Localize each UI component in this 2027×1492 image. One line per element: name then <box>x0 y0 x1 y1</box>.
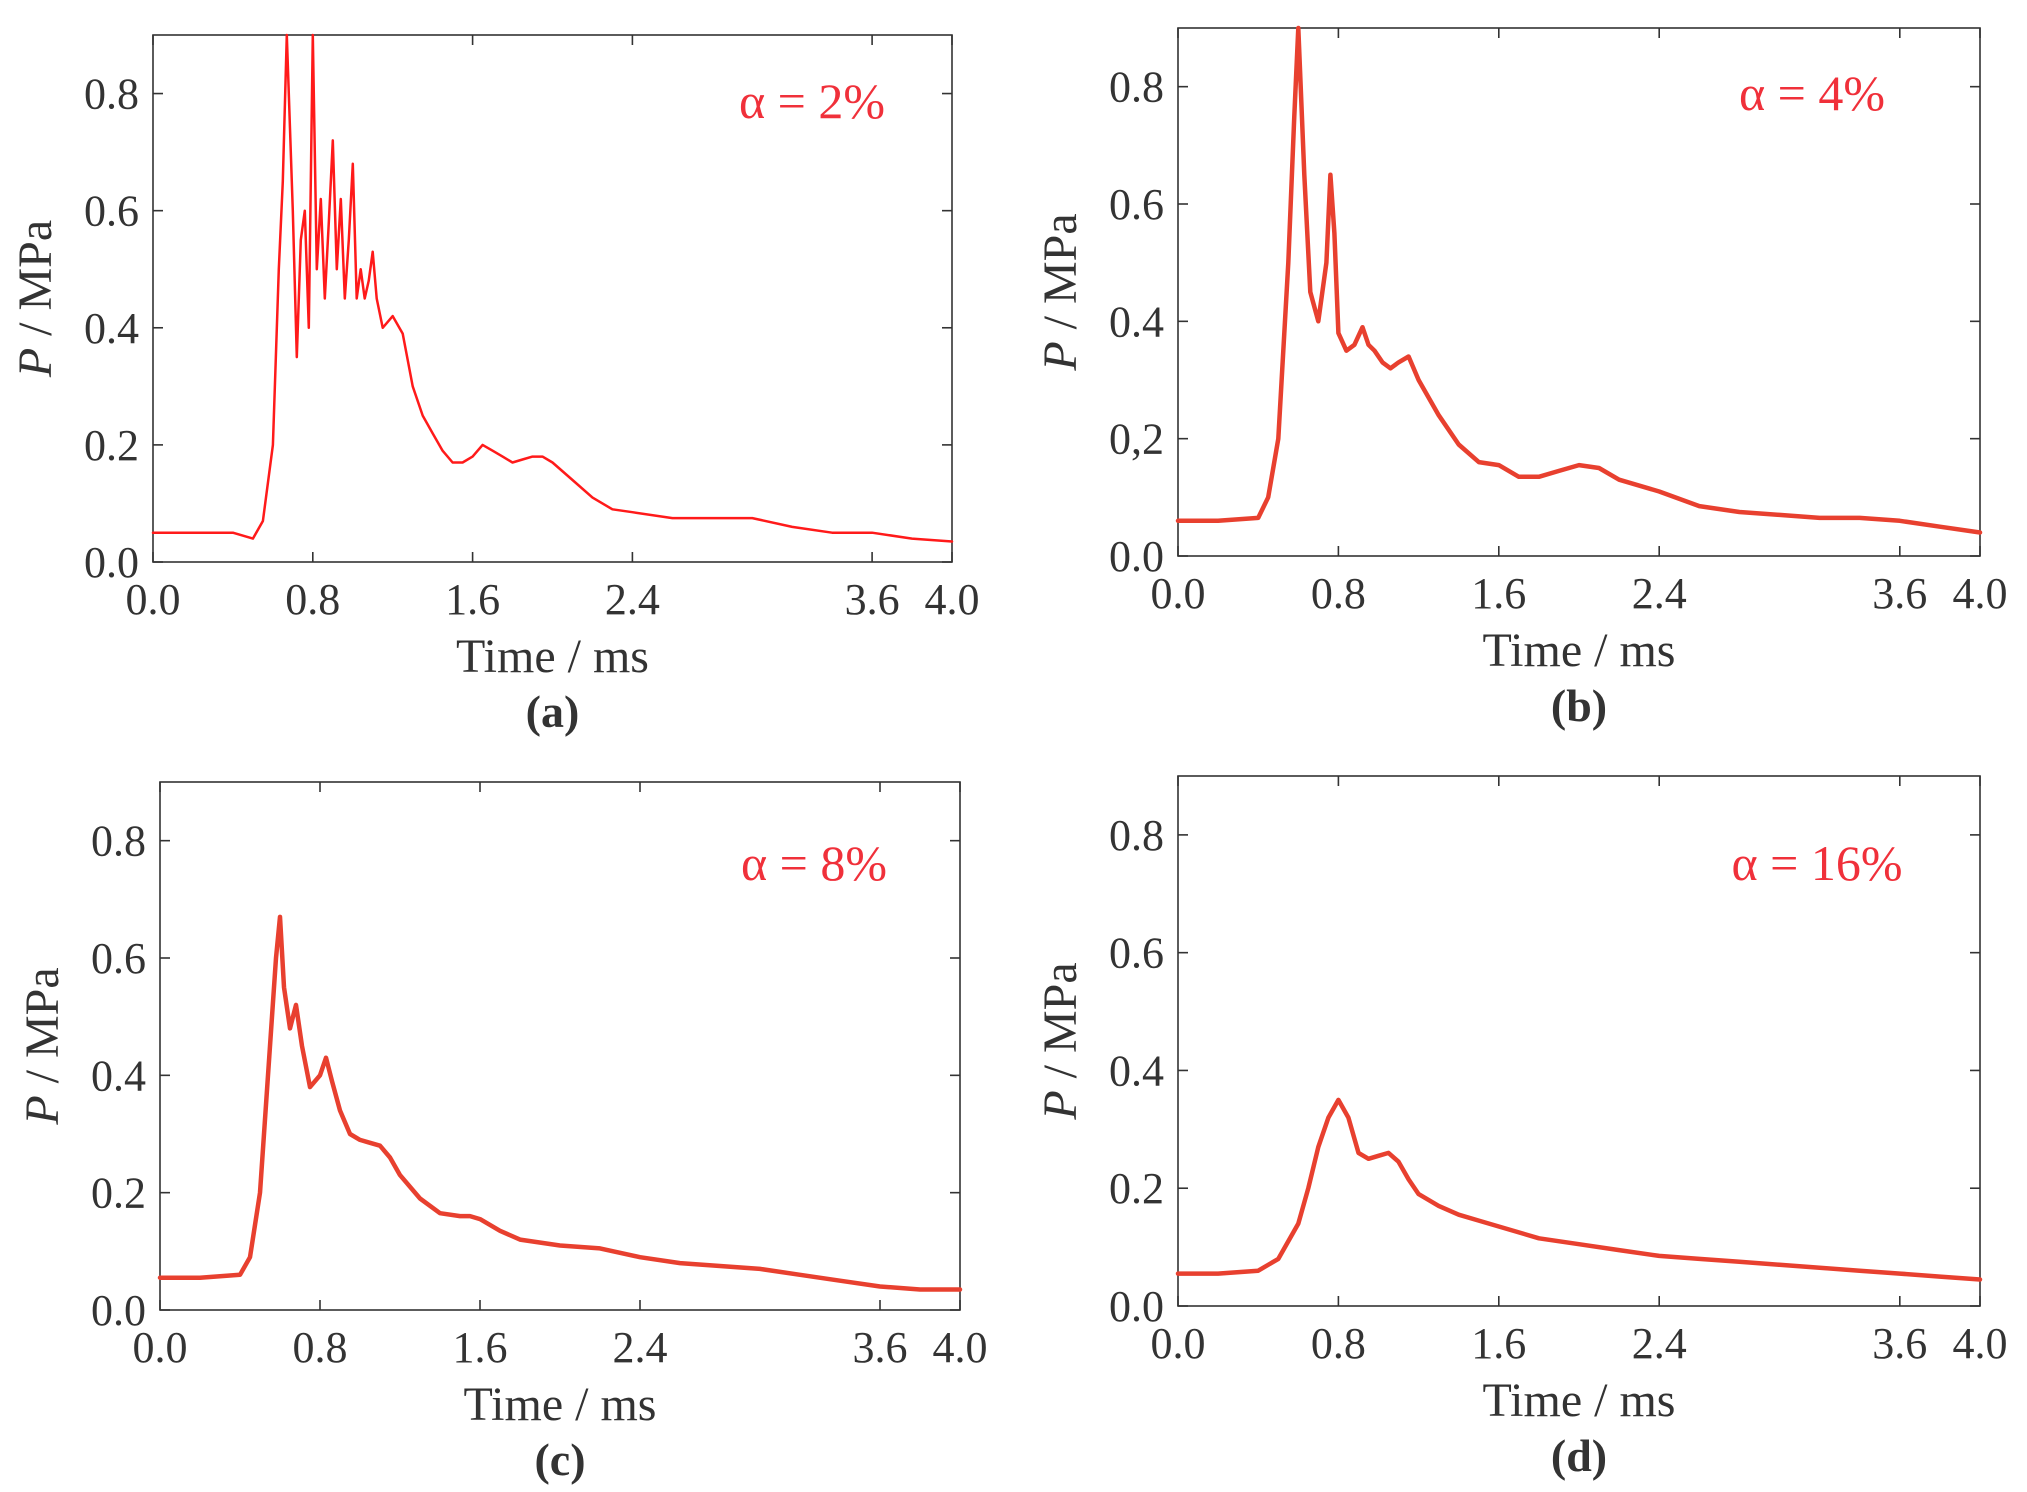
x-tick-label: 4.0 <box>933 1323 988 1372</box>
chart-panel-c: 0.0 0.8 1.6 2.4 3.6 4.0 0.0 0.2 0.4 0.6 0.8 Time / … <box>16 781 988 1485</box>
x-tick-label: 0.0 <box>1151 569 1206 618</box>
x-tick-label: 1.6 <box>445 575 500 624</box>
x-tick-label: 2.4 <box>1632 1319 1687 1368</box>
y-axis-label: P / MPa <box>1034 962 1087 1120</box>
y-axis-label-unit: / MPa <box>1034 213 1087 341</box>
x-tick-label: 4.0 <box>1953 1319 2008 1368</box>
y-tick-label: 0.4 <box>84 304 139 353</box>
x-tick-label: 4.0 <box>1953 569 2008 618</box>
x-tick-label: 3.6 <box>853 1323 908 1372</box>
y-axis-label-unit: / MPa <box>1034 962 1087 1090</box>
y-tick-label: 0.2 <box>84 421 139 470</box>
x-tick-label: 1.6 <box>1471 569 1526 618</box>
x-tick-label: 1.6 <box>453 1323 508 1372</box>
y-axis-label-symbol: P <box>1034 341 1087 371</box>
y-tick-label: 0.8 <box>91 817 146 866</box>
y-axis-label: P / MPa <box>16 967 69 1125</box>
x-axis-label: Time / ms <box>464 1378 657 1431</box>
x-tick-label: 4.0 <box>925 575 980 624</box>
x-tick-label: 0.8 <box>293 1323 348 1372</box>
x-tick-label: 0.8 <box>1311 1319 1366 1368</box>
alpha-annotation: α = 2% <box>739 73 885 129</box>
plot-frame <box>159 781 961 1311</box>
alpha-annotation: α = 4% <box>1739 65 1885 121</box>
x-tick-label: 3.6 <box>845 575 900 624</box>
x-tick-label: 0.8 <box>285 575 340 624</box>
y-tick-label: 0.6 <box>91 934 146 983</box>
x-tick-label: 0.0 <box>1151 1319 1206 1368</box>
y-axis-label-symbol: P <box>16 1095 69 1125</box>
pressure-series-line <box>1175 25 1983 535</box>
y-axis-label: P / MPa <box>9 220 62 378</box>
y-tick-label: 0.8 <box>1109 811 1164 860</box>
x-tick-label: 0.0 <box>133 1323 188 1372</box>
x-axis-label: Time / ms <box>456 630 649 683</box>
panel-label: (d) <box>1551 1430 1607 1481</box>
pressure-series-line <box>157 914 963 1292</box>
y-tick-label: 0.6 <box>1109 929 1164 978</box>
x-tick-label: 1.6 <box>1471 1319 1526 1368</box>
panel-label: (a) <box>526 686 580 737</box>
plot-frame <box>152 34 953 563</box>
y-tick-label: 0.2 <box>91 1169 146 1218</box>
x-tick-label: 3.6 <box>1872 1319 1927 1368</box>
y-axis-label-unit: / MPa <box>16 967 69 1095</box>
x-tick-label: 0.0 <box>126 575 181 624</box>
y-tick-label: 0.0 <box>84 538 139 587</box>
y-axis-label-symbol: P <box>1034 1090 1087 1120</box>
plot-frame <box>1177 27 1981 557</box>
y-tick-label: 0.4 <box>1109 1046 1164 1095</box>
y-axis-label-symbol: P <box>9 348 62 378</box>
chart-panel-a: 0.0 0.8 1.6 2.4 3.6 4.0 0.0 0.2 0.4 0.6 0.8 Time / … <box>9 33 980 737</box>
y-tick-label: 0.0 <box>1109 1282 1164 1331</box>
y-tick-label: 0.8 <box>1109 63 1164 112</box>
alpha-annotation: α = 16% <box>1731 835 1902 891</box>
chart-panel-d: 0.0 0.8 1.6 2.4 3.6 4.0 0.0 0.2 0.4 0.6 0.8 Time / … <box>1034 775 2008 1481</box>
x-axis-label: Time / ms <box>1483 1374 1676 1427</box>
panel-label: (c) <box>534 1434 585 1485</box>
y-tick-label: 0,2 <box>1109 415 1164 464</box>
y-tick-label: 0.0 <box>1109 532 1164 581</box>
x-tick-label: 0.8 <box>1311 569 1366 618</box>
pressure-series-line <box>1175 1097 1983 1282</box>
y-axis-label-unit: / MPa <box>9 220 62 348</box>
plot-frame <box>1177 775 1981 1307</box>
y-tick-label: 0.6 <box>1109 180 1164 229</box>
x-tick-label: 3.6 <box>1872 569 1927 618</box>
panel-label: (b) <box>1551 680 1607 731</box>
y-tick-label: 0.4 <box>1109 297 1164 346</box>
x-tick-label: 2.4 <box>1632 569 1687 618</box>
x-tick-label: 2.4 <box>605 575 660 624</box>
alpha-annotation: α = 8% <box>741 835 887 891</box>
y-tick-label: 0.2 <box>1109 1164 1164 1213</box>
chart-panel-b: 0.0 0.8 1.6 2.4 3.6 4.0 0.0 0,2 0.4 0.6 0.8 Time / … <box>1034 25 2008 731</box>
x-axis-label: Time / ms <box>1483 624 1676 677</box>
y-tick-label: 0.6 <box>84 187 139 236</box>
y-axis-label: P / MPa <box>1034 213 1087 371</box>
x-tick-label: 2.4 <box>613 1323 668 1372</box>
pressure-series-line <box>151 33 954 543</box>
y-tick-label: 0.8 <box>84 70 139 119</box>
y-tick-label: 0.4 <box>91 1051 146 1100</box>
y-tick-label: 0.0 <box>91 1286 146 1335</box>
